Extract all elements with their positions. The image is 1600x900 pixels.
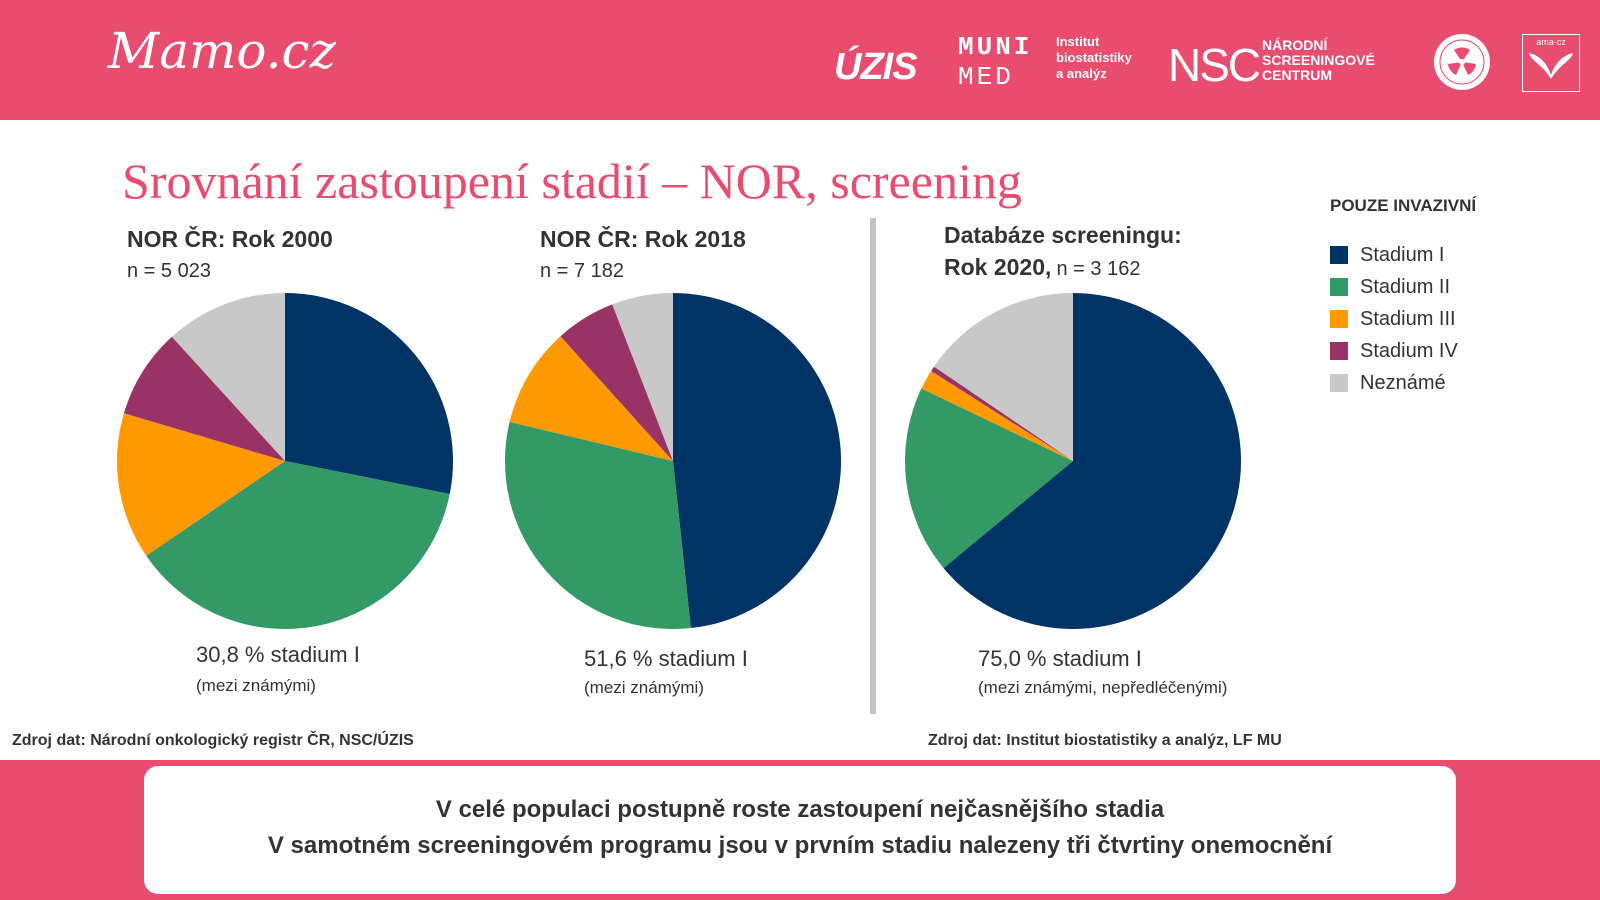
chart3-slice-stadium-3 [921, 370, 1073, 461]
iba-logo-line3: a analýz [1056, 66, 1107, 81]
vertical-divider [870, 218, 876, 714]
nsc-logo-line3: CENTRUM [1262, 67, 1332, 83]
legend-swatch [1330, 342, 1348, 360]
chart2-annotation-note: (mezi známými) [584, 678, 704, 697]
mamo-logo[interactable]: Mamo.cz [108, 22, 336, 80]
chart2-slice-stadium-3 [509, 336, 673, 461]
chart2-pie [504, 293, 842, 630]
chart1-annotation-note: (mezi známými) [196, 676, 316, 695]
ama-cz-logo: ama-cz [1522, 34, 1580, 92]
nsc-logo-line1: NÁRODNÍ [1262, 37, 1328, 53]
source-right: Zdroj dat: Institut biostatistiky a anal… [928, 732, 1282, 749]
chart3-slice-stadium-1 [943, 293, 1241, 629]
chart3-slice-unknown [934, 293, 1073, 461]
chart1-slice-stadium-3 [116, 413, 285, 556]
slide-title: Srovnání zastoupení stadií – NOR, screen… [122, 153, 1022, 209]
source-left: Zdroj dat: Národní onkologický registr Č… [12, 732, 414, 749]
chart3-slice-stadium-2 [904, 388, 1073, 569]
chart1-slice-stadium-1 [285, 293, 453, 494]
chart1-slice-unknown [171, 293, 285, 461]
legend-label: Stadium I [1360, 244, 1445, 266]
muni-logo-line1: MUNI [958, 32, 1033, 62]
chart3-pie [904, 293, 1241, 629]
legend-label: Neznámé [1360, 372, 1446, 394]
legend-label: Stadium II [1360, 276, 1451, 298]
legend-label: Stadium IV [1360, 340, 1458, 362]
chart3-title-row: Rok 2020, n = 3 162 [944, 254, 1140, 281]
chart2-subtitle: n = 7 182 [540, 260, 624, 282]
legend-swatch [1330, 374, 1348, 392]
chart2-title: NOR ČR: Rok 2018 [540, 226, 746, 252]
chart3-title: Databáze screeningu: [944, 222, 1182, 248]
radiology-society-logo-icon [1434, 34, 1490, 90]
legend-label: Stadium III [1360, 308, 1456, 330]
legend-swatch [1330, 310, 1348, 328]
legend-swatch [1330, 246, 1348, 264]
legend-swatch [1330, 278, 1348, 296]
chart3-annotation: 75,0 % stadium I [978, 646, 1142, 671]
conclusion-line2: V samotném screeningovém programu jsou v… [267, 832, 1333, 859]
chart1-slice-stadium-4 [123, 336, 286, 461]
conclusion-line1: V celé populaci postupně roste zastoupen… [435, 796, 1165, 823]
muni-med-logo: MUNI MED [958, 32, 1032, 92]
chart1-subtitle: n = 5 023 [127, 260, 211, 282]
ama-cz-logo-icon [1529, 53, 1573, 79]
chart3-annotation-note: (mezi známými, nepředléčenými) [978, 678, 1228, 697]
nsc-logo-text: NÁRODNÍ SCREENINGOVÉ CENTRUM [1262, 38, 1375, 83]
chart1-title: NOR ČR: Rok 2000 [127, 226, 333, 252]
chart1-annotation: 30,8 % stadium I [196, 642, 360, 667]
iba-logo-text: Institut biostatistiky a analýz [1056, 34, 1132, 82]
iba-logo-line1: Institut [1056, 34, 1100, 49]
chart2-slice-stadium-2 [504, 421, 691, 630]
header-bar: Mamo.cz ÚZIS MUNI MED Institut biostatis… [0, 0, 1600, 120]
conclusion-box: V celé populaci postupně roste zastoupen… [144, 766, 1456, 894]
chart2-slice-stadium-4 [560, 304, 673, 461]
chart3-subtitle: n = 3 162 [1056, 258, 1141, 280]
chart2-annotation: 51,6 % stadium I [584, 646, 748, 671]
nsc-logo-line2: SCREENINGOVÉ [1262, 52, 1375, 68]
nsc-logo: NSC [1168, 39, 1261, 91]
chart1-slice-stadium-2 [146, 461, 450, 630]
iba-logo-line2: biostatistiky [1056, 50, 1132, 65]
chart3-slice-stadium-4 [931, 366, 1073, 461]
uzis-logo: ÚZIS [834, 46, 918, 88]
chart3-title-line2: Rok 2020, [944, 254, 1052, 280]
muni-logo-line2: MED [958, 62, 1014, 92]
legend-title: POUZE INVAZIVNÍ [1330, 196, 1477, 215]
chart2-slice-unknown [612, 293, 673, 461]
chart2-slice-stadium-1 [673, 293, 842, 629]
ama-cz-logo-label: ama-cz [1536, 37, 1566, 47]
chart1-pie [116, 293, 453, 630]
